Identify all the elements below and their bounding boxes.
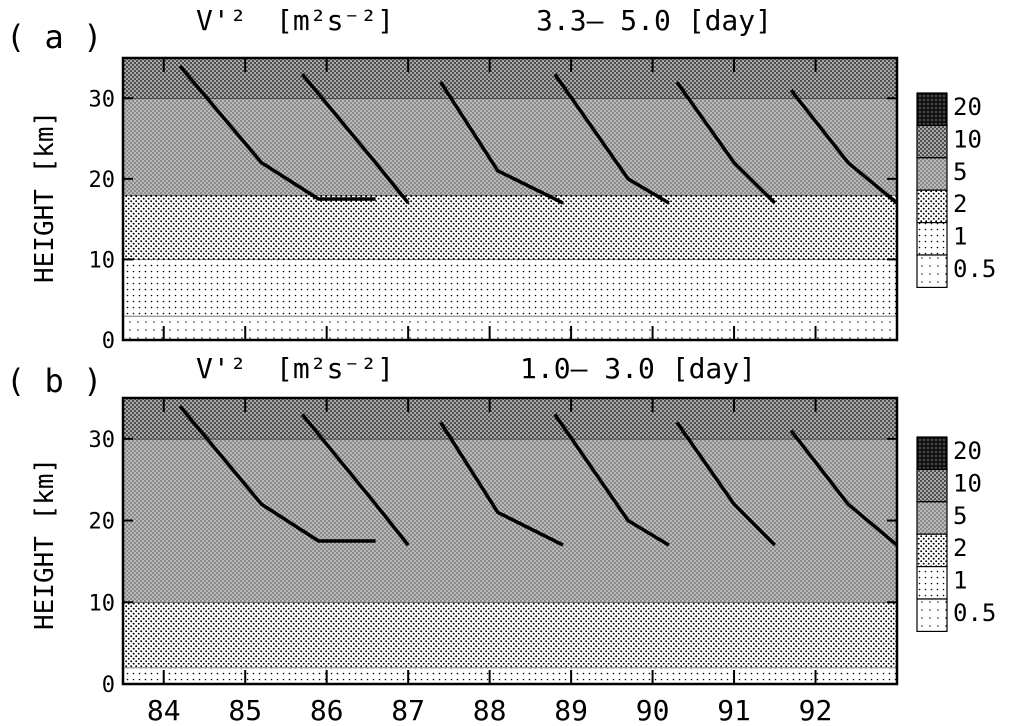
panel-a: ( a ) V'² [m²s⁻²] 3.3– 5.0 [day] HEIGHT …	[6, 4, 996, 354]
panel-b-band-3	[123, 398, 897, 439]
panel-b-thick-line-0	[178, 405, 376, 543]
panel-a-legend-label: 2	[953, 190, 967, 218]
panel-b-legend-swatch	[916, 501, 948, 535]
panel-b-legend-swatch	[916, 436, 948, 471]
panel-b-thick-line-1	[300, 413, 410, 547]
panel-b-title-units: [m²s⁻²]	[276, 352, 394, 385]
panel-a-tropopause-lines	[178, 64, 899, 205]
panel-a-band-4	[123, 58, 897, 99]
panel-b-frame	[121, 396, 899, 686]
panel-a-legend-label: 5	[953, 158, 967, 186]
panel-b-plot	[121, 396, 899, 686]
panel-b-y-tick-label: 30	[89, 428, 116, 453]
panel-a-ticks	[123, 58, 897, 341]
panel-a-legend-swatch	[916, 124, 948, 159]
panel-b-x-tick-label: 88	[473, 694, 507, 726]
panel-a-legend-swatch	[916, 157, 948, 191]
panel-a-label: ( a )	[6, 18, 102, 56]
panel-a-thick-line-5	[789, 89, 899, 205]
panel-a-y-tick-label: 10	[89, 248, 116, 273]
panel-b-x-tick-labels: 84 85 86 87 88 89 90 91 92	[147, 694, 833, 726]
panel-a-legend-label: 0.5	[953, 255, 996, 283]
panel-b-legend-label: 5	[953, 502, 967, 530]
panel-a-band-2	[123, 194, 897, 260]
panel-a-thick-line-3	[553, 73, 670, 205]
panel-a-legend-label: 20	[953, 93, 982, 121]
panel-a-legend-swatch	[916, 254, 948, 289]
panel-b-tropopause-lines	[178, 405, 899, 547]
panel-b-legend-label: 1	[953, 567, 967, 595]
panel-b-y-axis-label: HEIGHT [km]	[30, 458, 60, 630]
panel-b-legend-label: 2	[953, 534, 967, 562]
panel-a-legend-label: 1	[953, 223, 967, 251]
panel-a-title-var: V'²	[196, 4, 247, 37]
panel-b-legend-swatch	[916, 468, 948, 503]
panel-a-thick-line-4	[675, 81, 777, 205]
panel-b-legend-swatch	[916, 598, 948, 633]
panel-b-y-tick-labels: 0 10 20 30	[89, 428, 116, 698]
panel-a-legend: 20 10 5 2 1 0.5	[916, 92, 996, 289]
panel-b-x-tick-label: 84	[147, 694, 181, 726]
panel-a-legend-swatch	[916, 189, 948, 224]
panel-b-x-tick-label: 85	[228, 694, 262, 726]
panel-b-y-tick-label: 0	[102, 673, 115, 698]
panel-b-x-tick-label: 86	[310, 694, 344, 726]
panel-a-frame	[121, 56, 899, 342]
panel-b-legend-swatch	[916, 565, 948, 600]
panel-a-y-tick-label: 0	[102, 329, 115, 354]
panel-a-legend-label: 10	[953, 125, 982, 153]
panel-b-band-2	[123, 438, 897, 603]
panel-b-x-tick-label: 87	[391, 694, 425, 726]
panel-a-legend-swatch	[916, 92, 948, 127]
panel-b: ( b ) V'² [m²s⁻²] 1.0– 3.0 [day] HEIGHT …	[6, 352, 996, 726]
panel-a-contour-bands	[123, 58, 897, 340]
panel-b-x-tick-label: 91	[717, 694, 751, 726]
panel-a-band-3	[123, 98, 897, 195]
panel-a-y-tick-labels: 0 10 20 30	[89, 87, 116, 354]
panel-b-thick-line-2	[439, 421, 564, 547]
panel-b-label: ( b )	[6, 362, 102, 400]
panel-b-title-range: 1.0– 3.0 [day]	[520, 352, 756, 385]
panel-a-band-0	[123, 315, 897, 340]
panel-a-thick-line-2	[439, 81, 564, 205]
panel-b-thick-line-3	[553, 413, 670, 547]
panel-b-legend-label: 0.5	[953, 599, 996, 627]
panel-b-y-tick-label: 20	[89, 510, 116, 535]
panel-a-band-1	[123, 259, 897, 316]
panel-b-y-tick-label: 10	[89, 591, 116, 616]
panel-b-contour-bands	[123, 398, 897, 684]
panel-b-legend: 20 10 5 2 1 0.5	[916, 436, 996, 633]
panel-b-legend-swatch	[916, 533, 948, 568]
panel-a-y-axis-label: HEIGHT [km]	[30, 111, 60, 283]
panel-a-thick-line-1	[300, 72, 410, 205]
panel-a-title-range: 3.3– 5.0 [day]	[536, 4, 772, 37]
panel-a-title-units: [m²s⁻²]	[276, 4, 394, 37]
panel-a-plot	[121, 56, 899, 342]
panel-a-legend-swatch	[916, 222, 948, 256]
panel-b-legend-label: 10	[953, 469, 982, 497]
panel-b-band-1	[123, 602, 897, 668]
panel-b-thick-line-5	[789, 429, 899, 547]
panel-b-title-var: V'²	[196, 352, 247, 385]
panel-a-y-tick-label: 30	[89, 87, 116, 112]
panel-a-thick-line-0	[178, 64, 376, 201]
panel-b-x-tick-label: 90	[636, 694, 670, 726]
panel-a-y-tick-label: 20	[89, 168, 116, 193]
panel-b-x-tick-label: 89	[554, 694, 588, 726]
panel-b-band-0	[123, 667, 897, 684]
panel-b-legend-label: 20	[953, 437, 982, 465]
panel-b-thick-line-4	[675, 421, 777, 547]
panel-b-ticks	[123, 398, 897, 685]
panel-b-x-tick-label: 92	[799, 694, 833, 726]
